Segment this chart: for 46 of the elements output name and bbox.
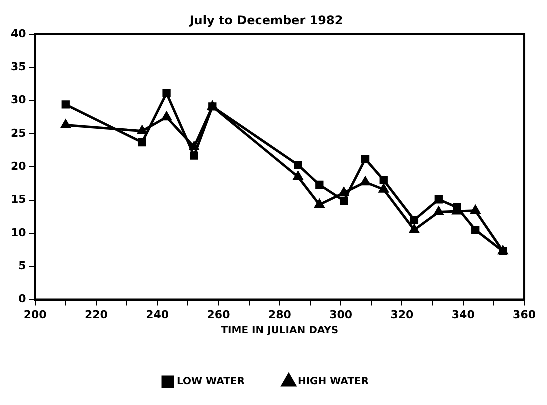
point (434, 206, 444, 216)
x-tick-label: 260 (207, 308, 231, 322)
y-tick-label: 25 (10, 126, 26, 140)
y-tick-label: 40 (10, 27, 27, 40)
point (61, 120, 71, 129)
y-tick-label: 5 (18, 259, 26, 272)
y-tick-label: 0 (18, 292, 27, 306)
point (162, 89, 171, 98)
x-tick-label: 320 (390, 308, 414, 322)
x-axis-title: TIME IN JULIAN DAYS (221, 326, 339, 337)
point (472, 226, 480, 234)
point (339, 188, 349, 196)
point (499, 247, 508, 256)
y-tick-label: 30 (10, 94, 27, 107)
x-tick-label: 240 (146, 308, 170, 322)
point (434, 196, 443, 204)
point (361, 155, 370, 164)
y-tick-label: 10 (10, 226, 27, 240)
point (410, 224, 420, 234)
point (294, 172, 303, 180)
x-tick-label: 220 (84, 308, 108, 322)
point (314, 200, 324, 208)
point (294, 161, 302, 170)
x-tick-label: 300 (330, 308, 353, 322)
x-tick-label: 200 (24, 308, 48, 322)
x-tick-label: 360 (513, 308, 536, 322)
point (380, 176, 388, 184)
point (208, 102, 217, 111)
x-tick-label: 340 (452, 308, 476, 322)
point (62, 100, 70, 109)
point (340, 196, 348, 206)
x-tick-label: 280 (268, 308, 292, 322)
point (316, 180, 324, 190)
point (470, 206, 480, 214)
point (360, 177, 370, 186)
point (190, 152, 198, 160)
y-tick-label: 20 (10, 160, 27, 173)
chart-title: July to December 1982 (188, 13, 344, 28)
point (138, 126, 148, 135)
y-tick-label: 35 (10, 60, 26, 74)
y-tick-label: 15 (10, 193, 26, 206)
point (138, 138, 146, 147)
point (410, 216, 419, 224)
point (379, 184, 389, 193)
legend-label: HIGH WATER (298, 376, 370, 388)
legend-label: LOW WATER (177, 376, 246, 388)
